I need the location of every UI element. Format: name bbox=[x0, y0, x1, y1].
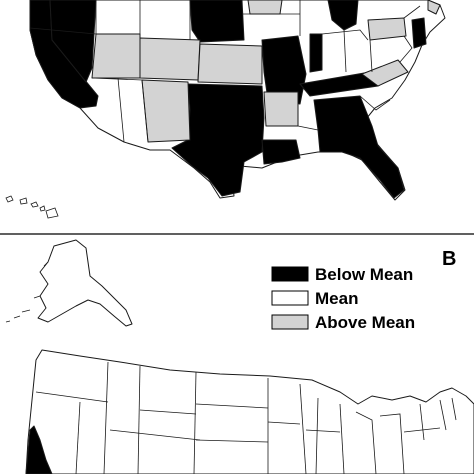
aleutian-islands bbox=[5, 309, 31, 323]
map-panel-b: Below Mean Mean Above Mean B bbox=[5, 239, 474, 474]
legend-swatch-above bbox=[271, 314, 309, 330]
hawaii-islands-a bbox=[5, 195, 59, 219]
california-below-mean-b bbox=[25, 425, 53, 474]
state-borders-b bbox=[35, 361, 457, 474]
alaska-outline bbox=[37, 239, 133, 327]
above-mean-states-a bbox=[91, 0, 441, 143]
legend: Below Mean Mean Above Mean bbox=[271, 265, 415, 332]
legend-label-below: Below Mean bbox=[315, 265, 413, 284]
panel-label-b: B bbox=[442, 248, 456, 270]
us-mainland-outline-b bbox=[25, 349, 474, 474]
legend-swatch-mean bbox=[271, 290, 309, 306]
below-mean-states-a bbox=[29, 0, 427, 199]
alaska-islands bbox=[33, 261, 49, 299]
legend-swatch-below bbox=[271, 266, 309, 282]
legend-label-mean: Mean bbox=[315, 289, 358, 308]
legend-label-above: Above Mean bbox=[315, 313, 415, 332]
map-panel-a bbox=[5, 0, 446, 219]
state-borders-a bbox=[29, 0, 421, 143]
